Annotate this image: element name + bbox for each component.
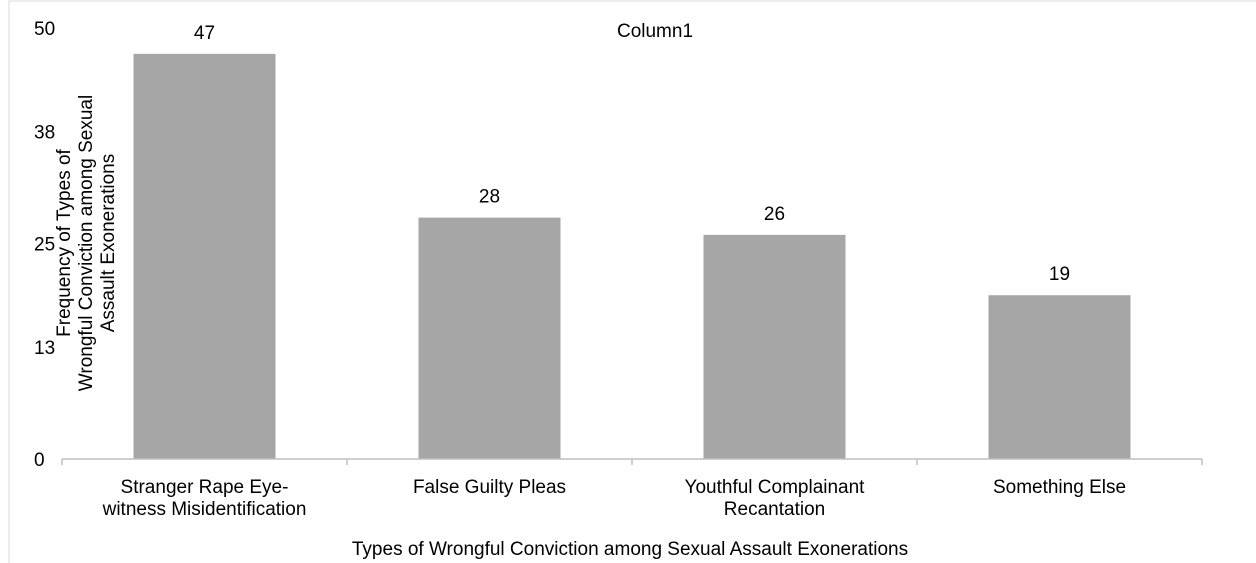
y-axis-title-line: Assault Exonerations: [98, 154, 119, 333]
y-axis-title: Frequency of Types ofWrongful Conviction…: [54, 95, 119, 391]
y-tick-label: 50: [34, 19, 55, 40]
x-axis: [61, 458, 1203, 465]
x-tick-label-line: Youthful Complainant: [685, 477, 866, 498]
x-tick-label-line: Something Else: [993, 477, 1126, 498]
chart-title: Column1: [617, 21, 693, 42]
bar: [418, 217, 561, 459]
x-tick-label: Youthful Complainant Recantation: [685, 477, 866, 520]
y-tick-label: 25: [34, 235, 55, 256]
x-tick-label-line: witness Misidentification: [102, 499, 307, 520]
bar: [703, 234, 846, 459]
x-tick-label: False Guilty Pleas: [413, 477, 566, 498]
data-labels: 47 28 26 19: [194, 23, 1070, 285]
x-tick-label: Something Else: [993, 477, 1126, 498]
y-axis-title-line: Wrongful Conviction among Sexual: [76, 95, 97, 391]
y-axis-label: Frequency of Types ofWrongful Conviction…: [54, 95, 119, 391]
chart-border: [8, 0, 1256, 563]
data-label: 28: [479, 187, 500, 208]
y-tick-label: 13: [34, 338, 55, 359]
y-tick-label: 0: [34, 450, 45, 471]
x-tick-label-line: False Guilty Pleas: [413, 477, 566, 498]
bar: [988, 295, 1131, 459]
x-axis-tick-labels: Stranger Rape Eye-witness Misidentificat…: [102, 477, 1126, 520]
data-label: 47: [194, 23, 215, 44]
data-label: 19: [1049, 264, 1070, 285]
y-axis-ticks: 0 13 25 38 50: [34, 19, 55, 471]
chart-frame: [8, 0, 1256, 563]
bar: [133, 53, 276, 460]
y-axis-title-line: Frequency of Types of: [54, 148, 75, 336]
data-label: 26: [764, 204, 785, 225]
x-tick-label-line: Recantation: [724, 499, 825, 520]
x-tick-label-line: Stranger Rape Eye-: [121, 477, 289, 498]
bars: [133, 53, 1131, 460]
y-tick-label: 38: [34, 122, 55, 143]
x-axis-title: Types of Wrongful Conviction among Sexua…: [352, 539, 908, 560]
x-tick-label: Stranger Rape Eye-witness Misidentificat…: [102, 477, 307, 520]
